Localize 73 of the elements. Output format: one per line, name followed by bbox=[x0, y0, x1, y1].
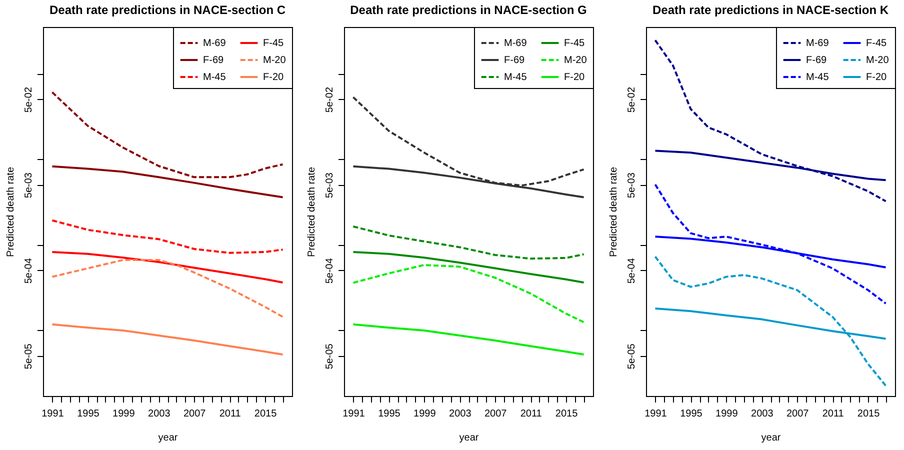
y-tick-label: 5e-04 bbox=[626, 258, 638, 284]
line-series bbox=[51, 251, 284, 284]
x-tick-label: 2015 bbox=[857, 408, 880, 420]
legend-label: F-69 bbox=[806, 55, 827, 66]
y-tick-label: 5e-04 bbox=[24, 258, 34, 284]
x-tick-label: 2015 bbox=[556, 408, 578, 420]
x-tick-label: 1999 bbox=[715, 408, 738, 420]
y-tick-label: 5e-02 bbox=[24, 86, 34, 113]
y-axis-title: Predicted death rate bbox=[6, 166, 16, 258]
y-tick-label: 5e-03 bbox=[24, 172, 34, 198]
chart-title: Death rate predictions in NACE-section K bbox=[652, 3, 889, 17]
x-tick-label: 2011 bbox=[219, 408, 242, 420]
legend-label: F-20 bbox=[263, 72, 284, 83]
y-tick-label: 5e-03 bbox=[626, 172, 638, 198]
line-series bbox=[654, 183, 886, 304]
chart-title: Death rate predictions in NACE-section C bbox=[49, 3, 286, 17]
x-tick-label: 2015 bbox=[254, 408, 278, 420]
legend-label: M-45 bbox=[806, 72, 829, 83]
y-tick-label: 5e-05 bbox=[24, 343, 34, 370]
line-series bbox=[352, 251, 586, 284]
x-tick-label: 2003 bbox=[148, 408, 171, 420]
y-tick-label: 5e-02 bbox=[324, 86, 336, 113]
x-axis-title: year bbox=[460, 432, 480, 444]
line-series bbox=[51, 219, 284, 254]
y-tick-label: 5e-02 bbox=[626, 86, 638, 113]
line-series bbox=[352, 225, 586, 260]
y-axis-title: Predicted death rate bbox=[306, 166, 318, 258]
x-tick-label: 2011 bbox=[822, 408, 844, 420]
legend-label: M-69 bbox=[203, 38, 226, 49]
line-series bbox=[654, 39, 886, 202]
legend-label: F-45 bbox=[866, 38, 887, 49]
x-tick-label: 1991 bbox=[644, 408, 667, 420]
x-tick-label: 2007 bbox=[183, 408, 206, 420]
legend-label: M-69 bbox=[504, 38, 528, 49]
x-tick-label: 1995 bbox=[378, 408, 402, 420]
legend-label: F-69 bbox=[203, 55, 224, 66]
x-tick-label: 1991 bbox=[42, 408, 64, 420]
line-series bbox=[352, 264, 586, 324]
x-tick-label: 2003 bbox=[449, 408, 472, 420]
y-tick-label: 5e-05 bbox=[626, 343, 638, 370]
line-series bbox=[654, 256, 886, 387]
legend-label: M-20 bbox=[866, 55, 889, 66]
legend-label: F-45 bbox=[263, 38, 284, 49]
x-tick-label: 1991 bbox=[342, 408, 366, 420]
legend-label: M-69 bbox=[806, 38, 829, 49]
legend-label: M-20 bbox=[564, 55, 588, 66]
line-series bbox=[51, 165, 284, 198]
x-tick-label: 1999 bbox=[414, 408, 437, 420]
chart-title: Death rate predictions in NACE-section G bbox=[350, 3, 588, 17]
x-tick-label: 1995 bbox=[680, 408, 702, 420]
line-series bbox=[51, 323, 284, 356]
legend-label: F-20 bbox=[564, 72, 586, 83]
x-tick-label: 2007 bbox=[484, 408, 508, 420]
legend-label: M-45 bbox=[203, 72, 226, 83]
x-tick-label: 2003 bbox=[750, 408, 774, 420]
x-tick-label: 2011 bbox=[520, 408, 543, 420]
line-series bbox=[51, 258, 284, 318]
legend-label: F-20 bbox=[866, 72, 887, 83]
x-axis-title: year bbox=[760, 432, 782, 444]
x-tick-label: 1995 bbox=[77, 408, 100, 420]
line-series bbox=[51, 91, 284, 178]
y-tick-label: 5e-03 bbox=[324, 172, 336, 198]
y-axis-title: Predicted death rate bbox=[608, 166, 620, 258]
legend-label: F-45 bbox=[564, 38, 586, 49]
legend-label: M-45 bbox=[504, 72, 528, 83]
y-tick-label: 5e-05 bbox=[324, 343, 336, 370]
legend-label: M-20 bbox=[263, 55, 286, 66]
y-tick-label: 5e-04 bbox=[324, 258, 336, 284]
x-tick-label: 2007 bbox=[786, 408, 809, 420]
x-tick-label: 1999 bbox=[112, 408, 136, 420]
x-axis-title: year bbox=[158, 432, 178, 444]
legend-label: F-69 bbox=[504, 55, 526, 66]
line-series bbox=[352, 323, 586, 356]
